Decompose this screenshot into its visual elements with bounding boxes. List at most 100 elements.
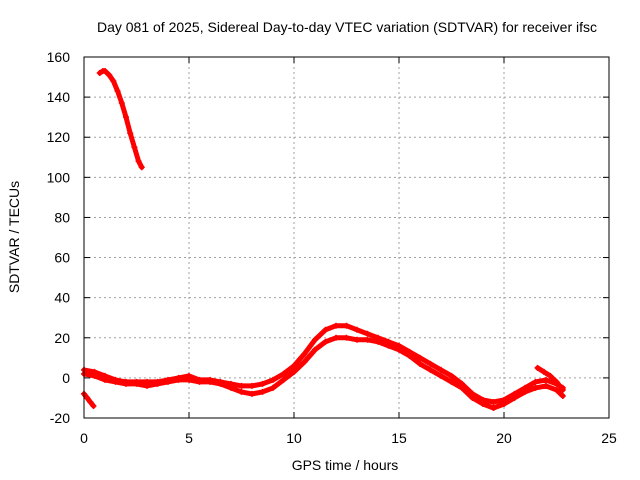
data-point: [102, 68, 108, 75]
data-point: [96, 70, 103, 77]
data-point: [135, 158, 142, 165]
data-point: [87, 398, 94, 405]
data-point: [123, 114, 129, 121]
data-point: [154, 380, 161, 387]
data-point: [438, 366, 444, 373]
data-point: [270, 384, 276, 391]
plot-frame: [83, 56, 610, 419]
data-point: [553, 378, 560, 385]
data-point: [106, 72, 113, 79]
data-point: [385, 342, 392, 349]
x-tick-label: 5: [185, 430, 193, 446]
data-point: [532, 378, 539, 385]
series-line-high-arc: [97, 68, 145, 170]
data-point: [459, 384, 465, 391]
data-point: [312, 346, 318, 353]
data-point: [291, 368, 297, 375]
data-point: [375, 338, 381, 345]
series-line-main-lower: [81, 335, 566, 411]
data-point: [427, 366, 434, 373]
data-point: [490, 404, 497, 411]
data-point: [543, 382, 549, 389]
data-point: [217, 380, 224, 387]
data-point: [133, 380, 140, 387]
data-point: [354, 326, 360, 333]
data-point: [280, 376, 287, 383]
data-point: [396, 346, 402, 353]
y-axis-label: SDTVAR / TECUs: [6, 181, 22, 293]
data-point: [406, 352, 413, 359]
data-point: [123, 380, 129, 387]
data-point: [144, 382, 150, 389]
data-point: [91, 372, 98, 379]
data-point: [175, 376, 182, 383]
data-point: [280, 370, 287, 377]
x-axis-label: GPS time / hours: [292, 457, 399, 473]
data-point: [165, 378, 171, 385]
y-tick-label: 80: [54, 209, 70, 225]
data-point: [322, 338, 329, 345]
y-tick-label: 20: [54, 330, 70, 346]
data-point: [127, 130, 134, 137]
data-point: [540, 368, 547, 375]
data-point: [138, 164, 145, 171]
data-point: [333, 334, 339, 341]
series-line-main-upper: [81, 323, 566, 405]
data-point: [322, 326, 329, 333]
y-tick-label: 100: [47, 169, 71, 185]
data-point: [417, 360, 423, 367]
x-tick-label: 0: [80, 430, 88, 446]
data-point: [532, 384, 539, 391]
y-tick-label: 120: [47, 129, 71, 145]
data-point: [448, 378, 455, 385]
data-point: [84, 394, 91, 401]
data-point: [301, 350, 308, 357]
data-point: [228, 384, 234, 391]
y-tick-label: 160: [47, 49, 71, 65]
data-point: [102, 376, 108, 383]
data-point: [417, 354, 423, 361]
data-point: [534, 364, 541, 371]
series-layer: [81, 68, 566, 411]
data-point: [186, 376, 192, 383]
data-point: [553, 386, 560, 393]
data-point: [238, 388, 245, 395]
data-point: [259, 388, 266, 395]
x-tick-label: 10: [286, 430, 302, 446]
x-tick-label: 20: [496, 430, 512, 446]
data-point: [333, 322, 339, 329]
data-point: [522, 388, 528, 395]
data-point: [427, 360, 434, 367]
data-point: [354, 336, 360, 343]
data-point: [90, 402, 97, 409]
data-point: [547, 372, 554, 379]
x-tick-label: 25: [601, 430, 617, 446]
data-point: [364, 330, 371, 337]
data-point: [238, 382, 245, 389]
data-point: [364, 336, 371, 343]
data-point: [501, 400, 507, 407]
data-point: [118, 100, 125, 107]
data-point: [448, 372, 455, 379]
data-point: [196, 378, 203, 385]
series-line-start-spike: [81, 391, 96, 409]
data-point: [559, 392, 566, 399]
y-tick-label: -20: [50, 410, 70, 426]
data-point: [480, 400, 486, 407]
data-point: [301, 358, 308, 365]
data-point: [270, 376, 276, 383]
y-tick-label: 40: [54, 290, 70, 306]
data-point: [559, 386, 566, 393]
grid: [84, 57, 609, 418]
data-point: [291, 362, 297, 369]
data-point: [343, 334, 350, 341]
x-tick-label: 15: [391, 430, 407, 446]
data-point: [438, 372, 444, 379]
y-tick-label: 0: [62, 370, 70, 386]
chart-title: Day 081 of 2025, Sidereal Day-to-day VTE…: [97, 19, 597, 35]
data-point: [207, 378, 213, 385]
data-point: [511, 394, 518, 401]
axis-ticks: 0 5 10 15 20 25 -20 0 20 40 60 80 100 120 140 160: [47, 49, 617, 446]
data-point: [543, 376, 549, 383]
